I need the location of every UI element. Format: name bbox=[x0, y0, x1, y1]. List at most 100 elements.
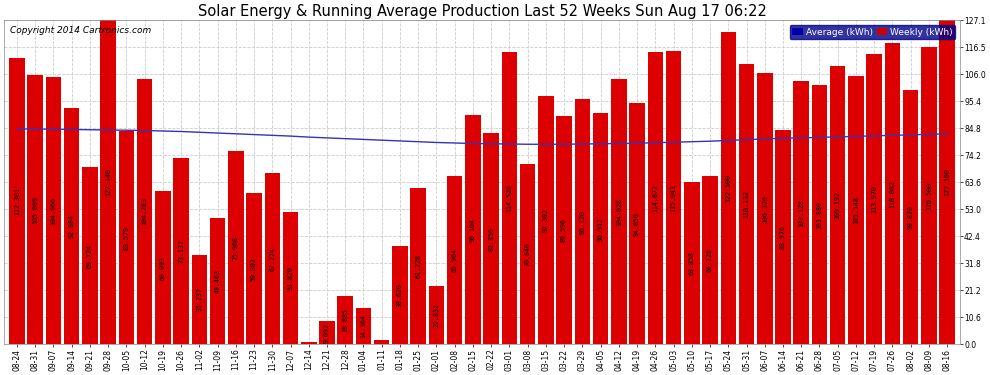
Text: 104.966: 104.966 bbox=[50, 196, 56, 225]
Text: 67.274: 67.274 bbox=[269, 247, 275, 271]
Text: 106.376: 106.376 bbox=[761, 195, 768, 223]
Text: 60.093: 60.093 bbox=[159, 256, 166, 280]
Bar bbox=[574, 99, 590, 344]
Text: 51.820: 51.820 bbox=[287, 266, 293, 290]
Text: 114.528: 114.528 bbox=[507, 184, 513, 212]
Bar bbox=[155, 191, 170, 344]
Text: 89.596: 89.596 bbox=[561, 218, 567, 242]
Text: 118.062: 118.062 bbox=[889, 180, 895, 208]
Bar bbox=[119, 131, 134, 344]
Bar bbox=[192, 255, 207, 344]
Text: 97.302: 97.302 bbox=[543, 209, 548, 232]
Text: 14.364: 14.364 bbox=[360, 314, 366, 338]
Text: 116.500: 116.500 bbox=[926, 182, 932, 210]
Bar bbox=[630, 103, 644, 344]
Text: 114.872: 114.872 bbox=[652, 184, 658, 212]
Bar bbox=[940, 20, 955, 344]
Bar bbox=[28, 75, 43, 344]
Bar bbox=[866, 54, 882, 344]
Text: 90.104: 90.104 bbox=[470, 217, 476, 242]
Text: 127.140: 127.140 bbox=[105, 168, 111, 196]
Bar bbox=[264, 173, 280, 344]
Legend: Average (kWh), Weekly (kWh): Average (kWh), Weekly (kWh) bbox=[790, 25, 955, 39]
Bar bbox=[210, 218, 226, 344]
Text: 63.858: 63.858 bbox=[689, 251, 695, 275]
Bar bbox=[684, 182, 700, 344]
Bar bbox=[374, 340, 389, 344]
Bar bbox=[775, 130, 791, 344]
Text: 83.976: 83.976 bbox=[780, 225, 786, 249]
Bar bbox=[247, 193, 261, 344]
Text: 83.579: 83.579 bbox=[124, 226, 130, 250]
Bar bbox=[319, 321, 335, 344]
Bar bbox=[556, 116, 572, 344]
Text: 127.100: 127.100 bbox=[944, 168, 950, 196]
Text: 113.970: 113.970 bbox=[871, 185, 877, 213]
Bar bbox=[429, 286, 445, 344]
Bar bbox=[283, 212, 298, 344]
Bar bbox=[721, 32, 736, 344]
Text: 69.724: 69.724 bbox=[87, 243, 93, 267]
Text: 18.885: 18.885 bbox=[343, 308, 348, 332]
Text: 75.968: 75.968 bbox=[233, 236, 239, 260]
Text: 96.120: 96.120 bbox=[579, 210, 585, 234]
Text: 110.132: 110.132 bbox=[743, 190, 749, 218]
Text: 92.884: 92.884 bbox=[68, 214, 74, 238]
Bar bbox=[702, 176, 718, 344]
Bar bbox=[812, 85, 828, 344]
Bar bbox=[64, 108, 79, 344]
Text: 22.832: 22.832 bbox=[434, 303, 440, 327]
Text: 99.820: 99.820 bbox=[908, 205, 914, 229]
Text: 109.192: 109.192 bbox=[835, 191, 841, 219]
Text: 49.463: 49.463 bbox=[215, 269, 221, 293]
Bar bbox=[502, 53, 517, 344]
Bar bbox=[520, 164, 536, 344]
Bar bbox=[539, 96, 553, 344]
Bar bbox=[848, 76, 863, 344]
Text: 94.650: 94.650 bbox=[634, 212, 641, 236]
Bar bbox=[9, 58, 25, 344]
Bar bbox=[757, 73, 772, 344]
Text: 103.128: 103.128 bbox=[798, 199, 804, 227]
Bar bbox=[338, 296, 353, 344]
Text: 38.620: 38.620 bbox=[397, 283, 403, 307]
Text: 104.283: 104.283 bbox=[142, 198, 148, 225]
Text: 122.500: 122.500 bbox=[726, 174, 732, 202]
Text: Copyright 2014 Cartronics.com: Copyright 2014 Cartronics.com bbox=[10, 26, 151, 35]
Bar bbox=[173, 158, 189, 344]
Text: 35.237: 35.237 bbox=[196, 288, 202, 312]
Bar bbox=[483, 133, 499, 344]
Bar bbox=[446, 176, 462, 344]
Text: 82.856: 82.856 bbox=[488, 227, 494, 251]
Bar bbox=[739, 64, 754, 344]
Text: 105.148: 105.148 bbox=[853, 196, 859, 224]
Bar bbox=[411, 188, 426, 344]
Bar bbox=[593, 112, 608, 344]
Bar bbox=[647, 51, 663, 344]
Bar bbox=[830, 66, 845, 344]
Bar bbox=[137, 78, 152, 344]
Text: 105.609: 105.609 bbox=[32, 196, 39, 224]
Bar bbox=[46, 77, 61, 344]
Bar bbox=[301, 342, 317, 344]
Text: 101.880: 101.880 bbox=[817, 201, 823, 228]
Title: Solar Energy & Running Average Production Last 52 Weeks Sun Aug 17 06:22: Solar Energy & Running Average Productio… bbox=[198, 4, 766, 19]
Bar bbox=[100, 20, 116, 344]
Text: 115.041: 115.041 bbox=[670, 184, 676, 212]
Text: 90.912: 90.912 bbox=[598, 216, 604, 240]
Bar bbox=[793, 81, 809, 344]
Text: 70.840: 70.840 bbox=[525, 242, 531, 266]
Bar bbox=[392, 246, 408, 344]
Bar bbox=[921, 47, 937, 344]
Text: 59.302: 59.302 bbox=[251, 257, 257, 281]
Text: 66.128: 66.128 bbox=[707, 248, 713, 272]
Bar bbox=[611, 79, 627, 344]
Bar bbox=[885, 44, 900, 344]
Text: 65.964: 65.964 bbox=[451, 248, 457, 272]
Bar bbox=[903, 90, 919, 344]
Bar bbox=[228, 151, 244, 344]
Bar bbox=[666, 51, 681, 344]
Bar bbox=[465, 115, 481, 344]
Text: 73.137: 73.137 bbox=[178, 239, 184, 263]
Bar bbox=[355, 308, 371, 344]
